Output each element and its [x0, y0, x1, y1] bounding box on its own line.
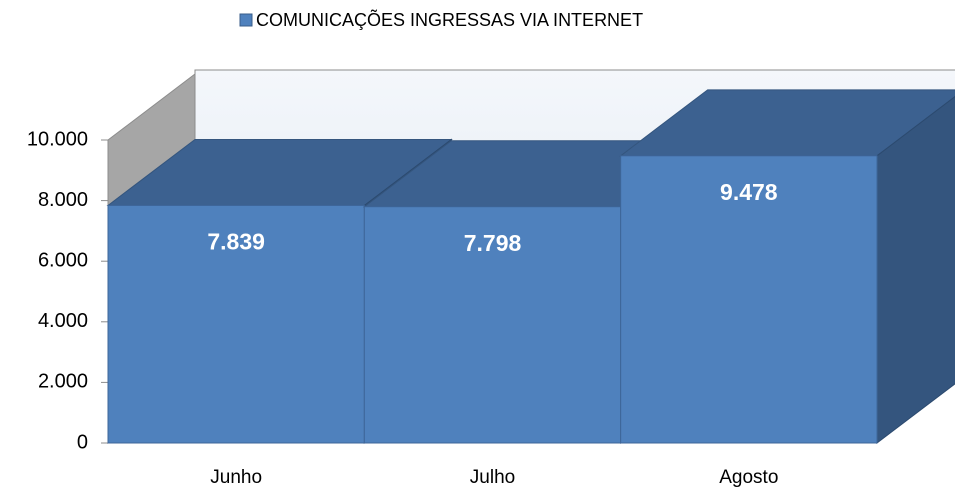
y-tick-label: 0: [77, 431, 88, 453]
x-tick-label: Julho: [470, 467, 515, 488]
y-tick-label: 10.000: [27, 128, 88, 150]
y-tick-label: 6.000: [38, 249, 88, 271]
data-label: 7.798: [464, 230, 522, 256]
bar: [363, 206, 622, 444]
x-tick-label: Junho: [210, 467, 262, 488]
bar: [107, 204, 365, 444]
data-label: 7.839: [207, 229, 265, 255]
legend-swatch: [239, 13, 253, 27]
y-tick-label: 8.000: [38, 189, 88, 211]
x-tick-label: Agosto: [719, 467, 778, 488]
legend-label: COMUNICAÇÕES INGRESSAS VIA INTERNET: [256, 9, 643, 30]
y-tick-label: 2.000: [38, 371, 88, 393]
bar: [620, 155, 878, 444]
y-tick-label: 4.000: [38, 310, 88, 332]
data-label: 9.478: [720, 179, 778, 205]
